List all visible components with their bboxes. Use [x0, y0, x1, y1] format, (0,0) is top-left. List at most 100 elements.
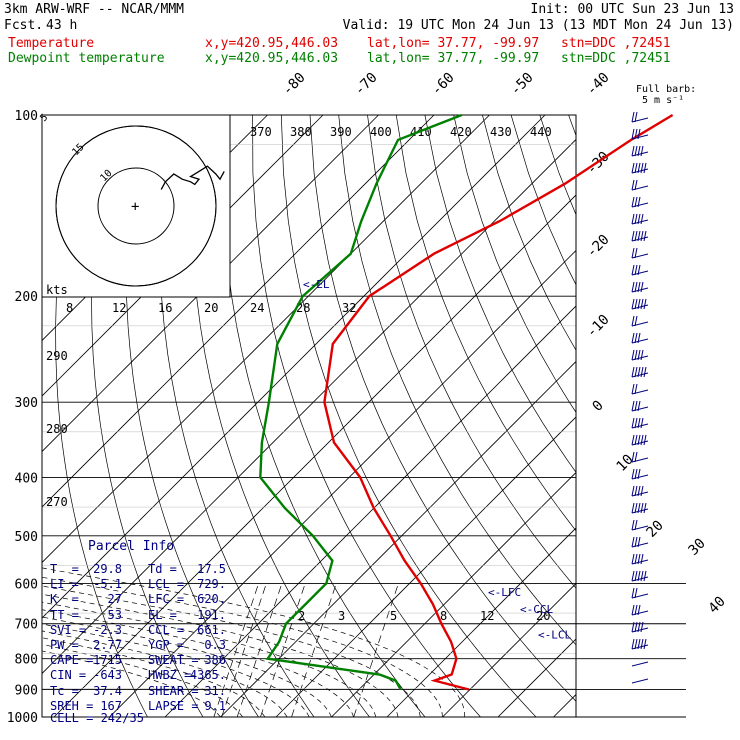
parcel-value: 1715 — [93, 653, 122, 668]
wind-barb-flag — [637, 349, 641, 361]
parcel-value: 729. — [197, 577, 226, 592]
isotherm-line — [553, 693, 576, 717]
moist-adiabat — [42, 585, 421, 717]
wind-barb-flag — [637, 604, 641, 616]
wind-barb — [631, 117, 649, 123]
hodograph-unit: kts — [46, 283, 68, 297]
wind-barb-flag — [631, 196, 635, 208]
wind-barb-flag — [631, 451, 635, 463]
wind-barb-flag — [640, 621, 644, 633]
wind-barb-flag — [631, 332, 635, 344]
wind-barb-flag — [631, 145, 635, 157]
wind-barb-flag — [631, 485, 635, 497]
wind-barb — [631, 338, 649, 344]
wind-barb-flag — [634, 128, 638, 140]
parcel-key: LFC = — [148, 592, 185, 607]
wind-barb-flag — [631, 111, 635, 123]
wind-barb-flag — [631, 315, 635, 327]
wind-barb-flag — [637, 638, 641, 650]
isotherm-label: -40 — [584, 70, 613, 99]
parcel-info-title: Parcel Info — [88, 539, 175, 554]
isotherm-line — [42, 138, 576, 675]
init-time: Init: 00 UTC Sun 23 Jun 13 — [530, 2, 735, 17]
wind-barb — [631, 542, 649, 548]
wind-barb-flag — [640, 145, 644, 157]
parcel-value: 4365. — [189, 668, 226, 683]
wind-barb-flag — [631, 281, 635, 293]
wind-barb — [631, 287, 649, 293]
hodograph-x-label: 24 — [250, 301, 264, 315]
hodograph-frame — [41, 114, 231, 298]
dry-adiabat — [125, 115, 259, 717]
parcel-key: LCL = — [148, 577, 185, 592]
wind-barb-flag — [631, 587, 635, 599]
theta-label: 430 — [490, 125, 512, 139]
wind-barb-flag — [634, 383, 638, 395]
parcel-value: 2.77 — [93, 638, 122, 652]
wind-barb-flag — [637, 128, 641, 140]
dry-adiabat — [252, 115, 481, 717]
hodograph-x-label: 8 — [66, 301, 73, 315]
isotherm-line — [331, 471, 576, 717]
parcel-value: -5.1 — [93, 577, 122, 592]
isotherm-line — [42, 115, 435, 508]
moist-adiabat — [42, 643, 243, 717]
temperature-legend: Temperature — [8, 36, 95, 51]
moist-adiabat — [42, 637, 266, 717]
mixing-ratio-line — [221, 583, 267, 717]
wind-barb-flag — [640, 570, 644, 582]
wind-barb-flag — [637, 213, 641, 225]
wind-barb-flag — [634, 196, 638, 208]
dry-adiabat — [453, 115, 576, 413]
pressure-tick-label: 700 — [15, 618, 38, 633]
parcel-key: TT = — [50, 607, 79, 622]
wind-barb — [631, 423, 649, 429]
dry-adiabat — [597, 115, 740, 717]
wind-barb — [631, 219, 649, 225]
wind-barb-flag — [631, 570, 635, 582]
wind-barb-flag — [637, 196, 641, 208]
mixing-ratio-line — [291, 583, 337, 717]
parcel-value: 27 — [107, 592, 122, 607]
wind-barb — [631, 304, 649, 310]
wind-barb-flag — [634, 604, 638, 616]
wind-barb-flag — [631, 383, 635, 395]
wind-barb-flag — [640, 230, 644, 242]
wind-barb-flag — [634, 264, 638, 276]
parcel-value: 167 — [100, 698, 122, 713]
mixing-ratio-line — [213, 583, 259, 717]
wind-barb-flag — [634, 553, 638, 565]
theta-label: 440 — [530, 125, 552, 139]
mixing-ratio-line — [236, 583, 283, 717]
dewpoint-legend: Dewpoint temperature — [8, 51, 165, 66]
isotherm-label: -20 — [584, 232, 613, 261]
latlon-red: lat,lon= 37.77, -99.97 — [367, 36, 540, 51]
parcel-value: 0.3 — [204, 638, 226, 652]
dry-adiabat-label: 280 — [46, 422, 68, 436]
wind-barb-flag — [631, 213, 635, 225]
wind-barb-flag — [643, 298, 647, 310]
wind-barb-flag — [634, 570, 638, 582]
parcel-value: 9.1 — [204, 698, 226, 713]
wind-barb-flag — [637, 281, 641, 293]
fcst-label: Fcst. — [4, 18, 44, 33]
dry-adiabat — [395, 115, 576, 532]
wind-barb — [631, 627, 649, 633]
wind-barb — [631, 372, 649, 378]
wind-barb-flag — [634, 434, 638, 446]
wind-barb-flag — [640, 366, 644, 378]
hodograph-x-label: 32 — [342, 301, 356, 315]
wind-barb-flag — [634, 468, 638, 480]
stn-red: stn=DDC ,72451 — [561, 36, 671, 51]
dry-adiabat — [367, 115, 576, 589]
wind-barb — [631, 151, 649, 157]
fcst-value: 43 h — [46, 18, 78, 33]
parcel-value: 620. — [197, 592, 226, 607]
barb-legend-title: Full barb: — [636, 84, 697, 95]
isotherm-line — [275, 416, 576, 717]
wind-barb-flag — [631, 162, 635, 174]
wind-barb-flag — [640, 434, 644, 446]
wind-barb-flag — [634, 366, 638, 378]
dry-adiabat-label: 270 — [46, 495, 68, 509]
